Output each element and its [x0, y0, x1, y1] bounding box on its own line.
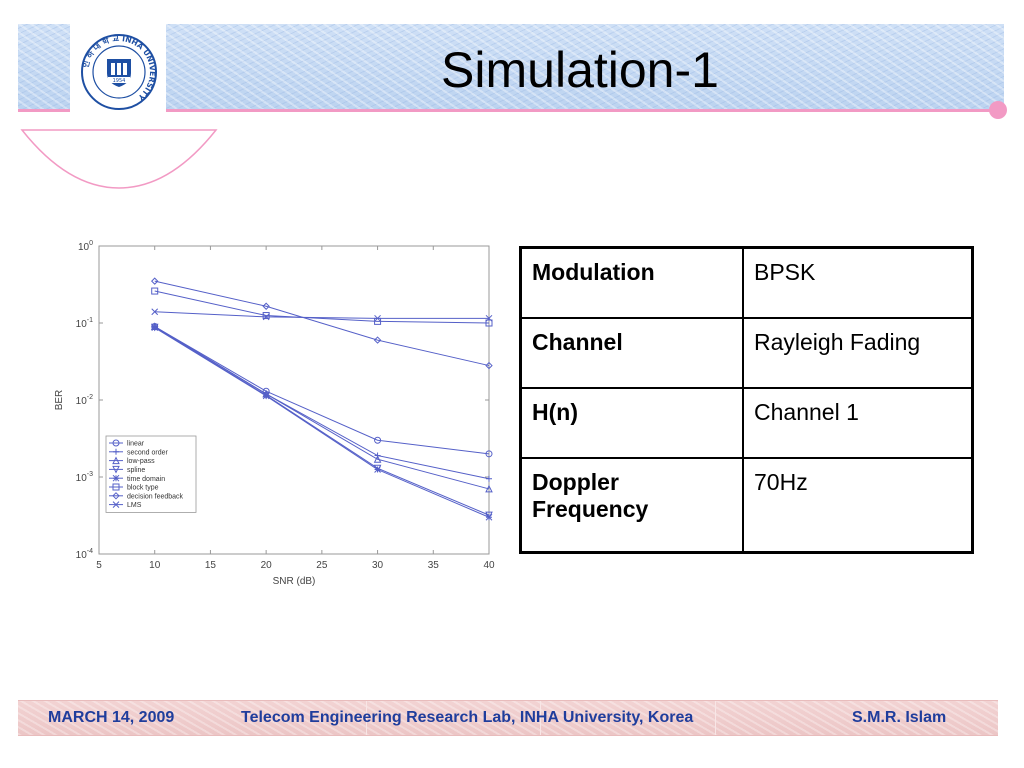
- data-point: [262, 302, 270, 310]
- data-point: [373, 455, 382, 463]
- data-point: [486, 475, 492, 482]
- data-point: [485, 314, 493, 322]
- data-point: [485, 513, 493, 521]
- legend-marker: [112, 492, 120, 500]
- parameter-table: Modulation BPSK Channel Rayleigh Fading …: [519, 246, 974, 554]
- legend-label: second order: [127, 449, 169, 456]
- y-tick-label: 100: [78, 240, 93, 253]
- table-value: 70Hz: [742, 457, 974, 554]
- page-title: Simulation-1: [441, 42, 719, 98]
- legend-label: spline: [127, 467, 145, 474]
- series-line: [154, 326, 490, 490]
- table-key: H(n): [519, 387, 744, 459]
- legend-marker: [112, 474, 120, 482]
- footer-bar: MARCH 14, 2009 Telecom Engineering Resea…: [18, 700, 998, 736]
- table-key: Channel: [519, 317, 744, 389]
- y-tick-label: 10-3: [76, 471, 93, 484]
- table-key: Modulation: [519, 246, 744, 319]
- footer-date: MARCH 14, 2009: [48, 709, 175, 726]
- x-tick-label: 40: [483, 560, 495, 571]
- series-line: [154, 311, 489, 319]
- table-row: Doppler Frequency 70Hz: [519, 457, 974, 554]
- data-point: [374, 314, 381, 322]
- header-band: [18, 24, 1004, 110]
- y-axis-label: BER: [54, 390, 65, 411]
- inha-university-seal-icon: 인 하 대 학 교 INHA UNIVERSITY 1954: [80, 34, 157, 110]
- series-line: [154, 326, 490, 455]
- logo-year: 1954: [113, 78, 126, 84]
- legend-marker: [112, 439, 120, 447]
- legend-marker: [112, 456, 120, 465]
- legend-marker: [113, 448, 119, 455]
- legend-marker: [112, 483, 120, 491]
- legend-marker: [112, 465, 120, 474]
- data-point: [485, 450, 493, 458]
- legend-label: low-pass: [127, 458, 155, 465]
- x-tick-label: 30: [372, 560, 384, 571]
- legend-label: block type: [127, 485, 159, 492]
- legend-label: LMS: [127, 502, 142, 509]
- data-point: [151, 324, 159, 332]
- x-tick-label: 5: [96, 560, 102, 571]
- data-point: [485, 484, 493, 493]
- data-point: [151, 308, 159, 316]
- x-tick-label: 35: [428, 560, 440, 571]
- footer-lab: Telecom Engineering Research Lab, INHA U…: [241, 709, 694, 726]
- footer-separator: [540, 701, 541, 735]
- legend-marker: [112, 501, 120, 508]
- ber-chart: 5 10 15 20 25 30 35 40 100 10-1 10-2 10-3 10-4 SNR (d…: [48, 230, 504, 600]
- y-tick-label: 10-1: [76, 317, 93, 330]
- data-point: [374, 436, 382, 444]
- legend-box: [105, 435, 197, 513]
- x-tick-label: 20: [261, 560, 273, 571]
- y-tick-label: 10-2: [76, 394, 93, 407]
- header-divider: [18, 109, 998, 112]
- data-point: [374, 466, 381, 473]
- y-tick-label: 10-4: [76, 548, 93, 561]
- table-value: BPSK: [742, 246, 974, 319]
- header-dot: [989, 101, 1007, 119]
- table-value: Channel 1: [742, 387, 974, 459]
- legend-label: linear: [127, 441, 145, 448]
- table-row: Channel Rayleigh Fading: [519, 317, 974, 389]
- series-line: [154, 327, 490, 518]
- data-point: [151, 287, 159, 295]
- table-value: Rayleigh Fading: [742, 317, 974, 389]
- series-line: [154, 290, 490, 324]
- x-tick-label: 25: [316, 560, 328, 571]
- data-point: [373, 336, 382, 344]
- data-point: [485, 361, 493, 370]
- x-tick-label: 10: [149, 560, 161, 571]
- decorative-arc: [20, 129, 218, 189]
- footer-separator: [366, 701, 367, 735]
- data-point: [262, 312, 270, 320]
- ber-chart-svg: 5 10 15 20 25 30 35 40 100 10-1 10-2 10-3 10-4 SNR (d…: [54, 240, 495, 587]
- data-point: [262, 392, 270, 400]
- legend-label: decision feedback: [127, 493, 184, 500]
- data-point: [151, 277, 159, 285]
- table-key: Doppler Frequency: [519, 457, 744, 554]
- data-point: [485, 319, 493, 327]
- x-axis-label: SNR (dB): [273, 576, 316, 587]
- table-row: H(n) Channel 1: [519, 387, 974, 459]
- series-line: [154, 280, 490, 367]
- data-point: [262, 313, 270, 321]
- footer-author: S.M.R. Islam: [852, 709, 947, 726]
- legend-label: time domain: [127, 476, 165, 483]
- table-row: Modulation BPSK: [519, 246, 974, 319]
- x-tick-label: 15: [205, 560, 217, 571]
- footer-separator: [715, 701, 716, 735]
